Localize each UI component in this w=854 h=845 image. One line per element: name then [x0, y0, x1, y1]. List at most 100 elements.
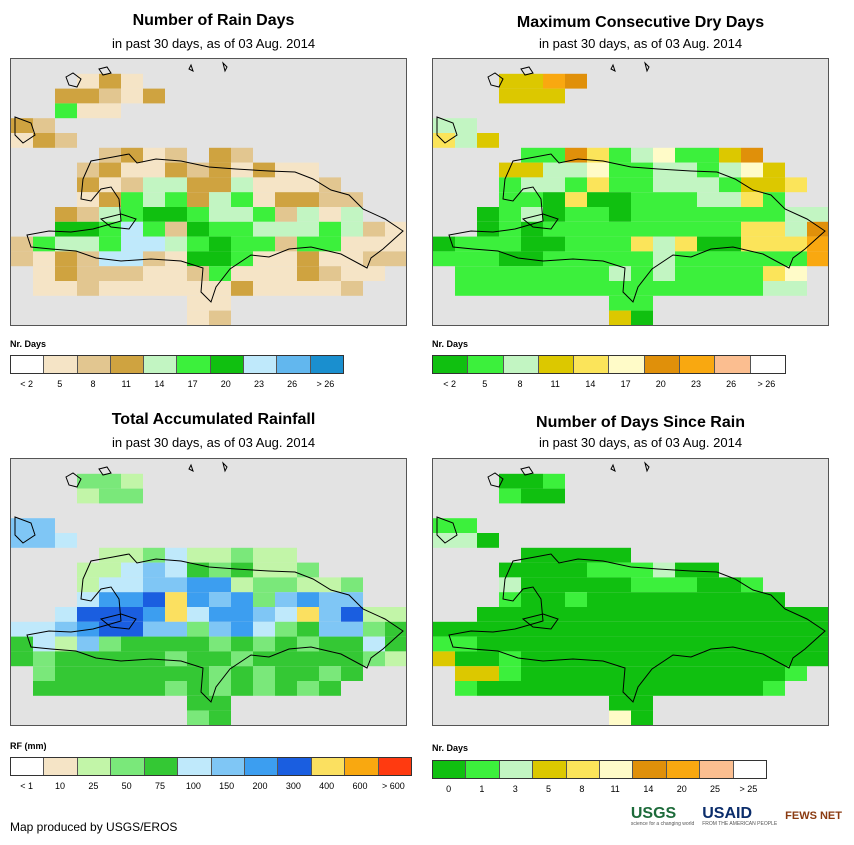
grid-cell — [143, 636, 165, 652]
grid-cell — [187, 710, 209, 725]
max-dry-days-map — [432, 58, 829, 326]
grid-cell — [209, 607, 231, 622]
grid-cell — [807, 207, 828, 222]
grid-cell — [341, 281, 363, 296]
grid-cell — [55, 207, 77, 222]
grid-cell — [741, 607, 763, 622]
grid-cell — [455, 118, 477, 133]
grid-cell — [785, 221, 807, 237]
grid-cell — [587, 636, 609, 652]
grid-cell — [11, 133, 33, 148]
grid-cell — [543, 192, 565, 207]
grid-cell — [785, 236, 807, 252]
grid-cell — [763, 162, 785, 178]
fewsnet-logo[interactable]: FEWS NET — [785, 811, 842, 822]
grid-cell — [209, 621, 231, 637]
island-outline — [521, 613, 559, 630]
grid-cell — [231, 621, 253, 637]
usgs-logo[interactable]: USGS science for a changing world — [631, 806, 694, 827]
grid-cell — [187, 207, 209, 222]
days-since-rain-svg — [433, 461, 828, 725]
grid-cell — [319, 607, 341, 622]
grid-cell — [165, 607, 187, 622]
grid-cell — [319, 177, 341, 193]
grid-cell — [11, 251, 33, 267]
grid-cell — [741, 621, 763, 637]
grid-cell — [319, 577, 341, 593]
grid-cell — [499, 681, 521, 696]
coastline — [26, 553, 404, 703]
grid-cell — [341, 577, 363, 593]
grid-cell — [209, 651, 231, 667]
grid-cell — [165, 577, 187, 593]
legend-label: 8 — [90, 379, 96, 389]
grid-cell — [55, 681, 77, 696]
grid-cell — [275, 562, 297, 578]
grid-cell — [209, 695, 231, 711]
grid-cell — [719, 607, 741, 622]
grid-cell — [675, 236, 697, 252]
usaid-logo-text: USAID — [702, 805, 753, 822]
grid-cell — [253, 192, 275, 207]
grid-cell — [543, 73, 565, 89]
grid-cell — [297, 636, 319, 652]
grid-cell — [565, 236, 587, 252]
grid-cell — [187, 666, 209, 681]
grid-cell — [341, 666, 363, 681]
grid-cell — [477, 133, 499, 148]
grid-cell — [275, 681, 297, 696]
legend-label: 1 — [479, 784, 485, 794]
grid-cell — [741, 251, 763, 267]
grid-cell — [609, 577, 631, 593]
grid-cell — [521, 162, 543, 178]
grid-cell — [209, 310, 231, 325]
grid-cell — [253, 562, 275, 578]
island-outline — [436, 516, 458, 544]
grid-cell — [587, 221, 609, 237]
grid-cell — [719, 651, 741, 667]
grid-cell — [543, 236, 565, 252]
usaid-logo[interactable]: USAID FROM THE AMERICAN PEOPLE — [702, 806, 777, 827]
grid-cell — [543, 88, 565, 104]
grid-cell — [521, 681, 543, 696]
grid-cell — [807, 236, 828, 252]
grid-cell — [121, 177, 143, 193]
grid-cell — [275, 592, 297, 607]
grid-cell — [121, 651, 143, 667]
grid-cell — [521, 236, 543, 252]
grid-cell — [697, 651, 719, 667]
grid-cell — [631, 666, 653, 681]
grid-cell — [99, 666, 121, 681]
grid-cell — [385, 651, 406, 667]
grid-cell — [543, 162, 565, 178]
grid-cell — [631, 621, 653, 637]
grid-cell — [631, 281, 653, 296]
grid-cell — [143, 562, 165, 578]
grid-cell — [143, 192, 165, 207]
grid-cell — [675, 577, 697, 593]
grid-cell — [121, 488, 143, 504]
legend-label: 600 — [352, 781, 368, 791]
grid-cell — [297, 221, 319, 237]
grid-cell — [341, 592, 363, 607]
grid-cell — [565, 177, 587, 193]
grid-cell — [33, 533, 55, 548]
grid-cell — [763, 177, 785, 193]
grid-cell — [763, 636, 785, 652]
grid-cell — [477, 266, 499, 281]
grid-cell — [55, 666, 77, 681]
grid-cell — [543, 621, 565, 637]
grid-cell — [363, 251, 385, 267]
grid-cell — [477, 236, 499, 252]
grid-cell — [165, 281, 187, 296]
grid-cell — [477, 681, 499, 696]
grid-cell — [653, 281, 675, 296]
grid-cell — [741, 266, 763, 281]
grid-cell — [275, 207, 297, 222]
grid-cell — [455, 266, 477, 281]
grid-cell — [209, 266, 231, 281]
grid-cell — [77, 177, 99, 193]
grid-cell — [785, 177, 807, 193]
grid-cell — [543, 207, 565, 222]
grid-cell — [341, 236, 363, 252]
